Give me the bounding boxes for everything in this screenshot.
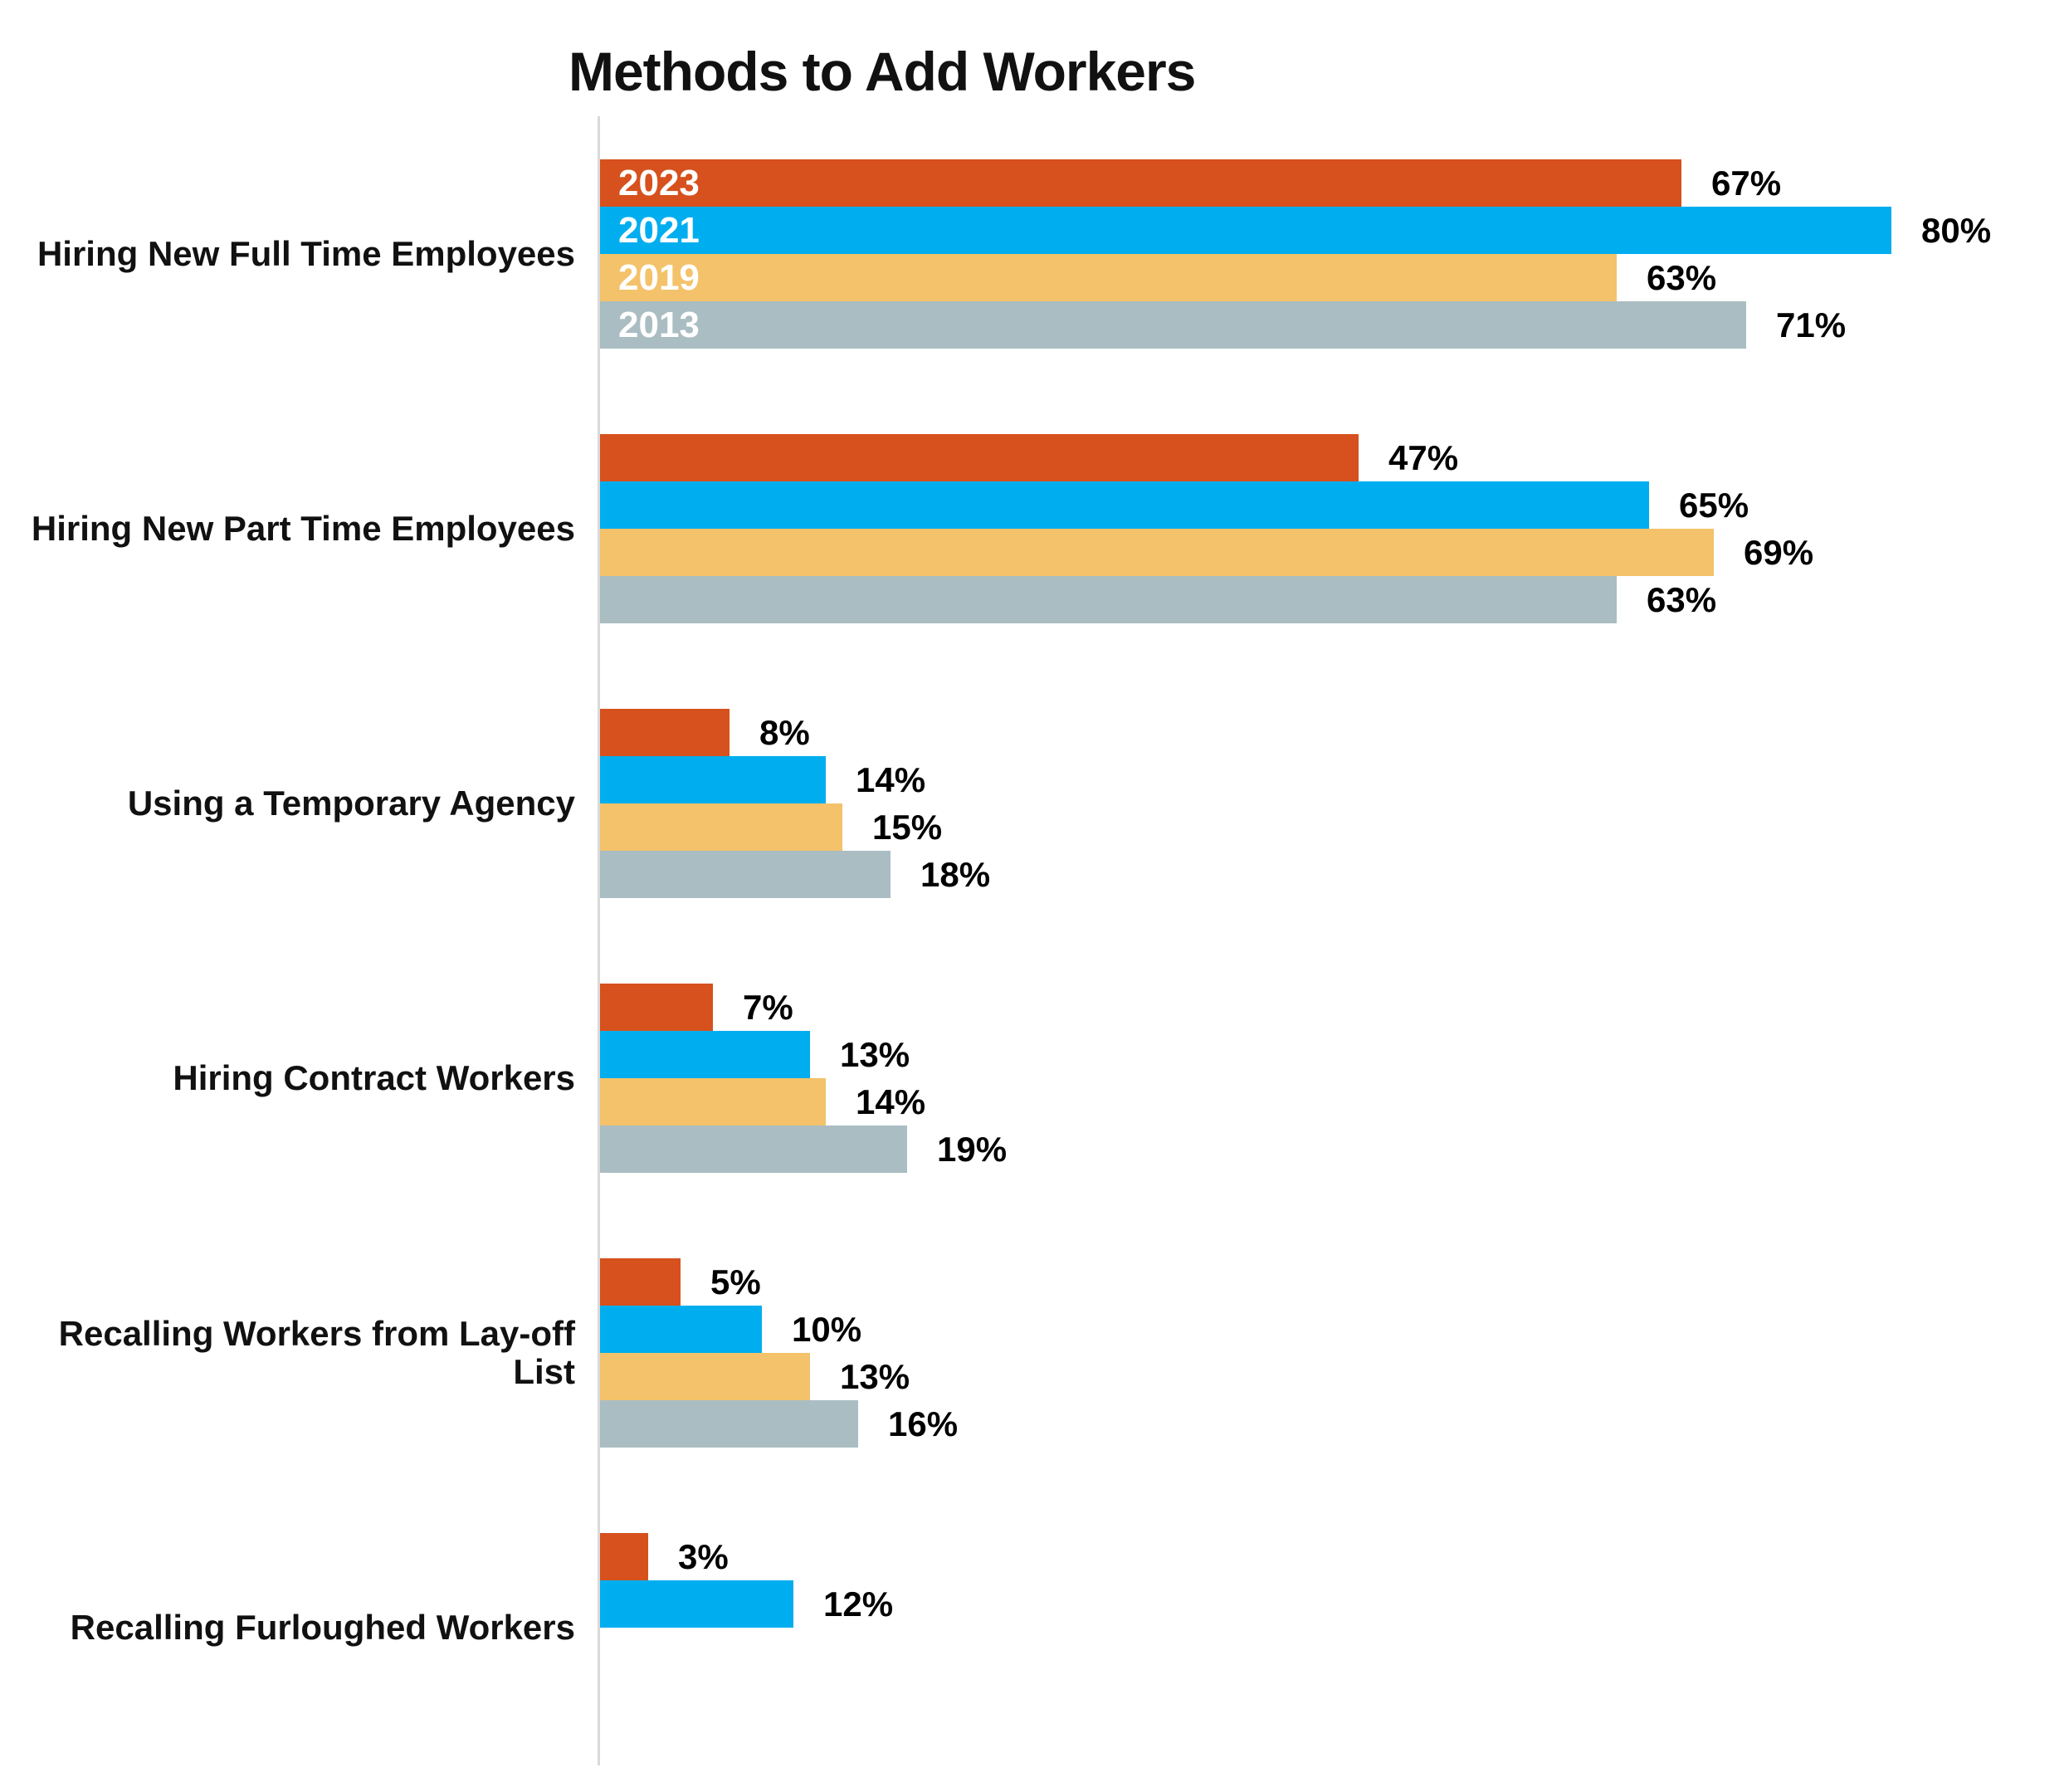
value-label: 71% (1776, 305, 1847, 344)
bar-2023: 2023 (600, 159, 1681, 207)
bar-row: 5% (600, 1258, 2069, 1306)
bar-2023 (600, 709, 730, 756)
bar-row: 8% (600, 709, 2069, 756)
bar-group: 2023 67% 2021 80% 2019 63% 2013 71% (600, 159, 2069, 349)
bar-row: 16% (600, 1400, 2069, 1448)
bar-2023 (600, 1533, 648, 1580)
bar-row: 2023 67% (600, 159, 2069, 207)
category-group: Recalling Furloughed Workers 3% 12% (0, 1533, 2069, 1722)
bar-row: 2013 71% (600, 301, 2069, 349)
category-group: Hiring New Part Time Employees 47% 65% 69% 6… (0, 434, 2069, 623)
value-label: 18% (920, 854, 991, 894)
bar-2019 (600, 529, 1714, 576)
category-group: Using a Temporary Agency 8% 14% 15% 18% (0, 709, 2069, 898)
value-label: 3% (678, 1536, 729, 1576)
series-label-2013: 2013 (618, 304, 700, 345)
bar-group: 7% 13% 14% 19% (600, 984, 2069, 1173)
value-label: 47% (1388, 437, 1459, 477)
category-label: Recalling Workers from Lay-off List (58, 1313, 575, 1391)
value-label: 16% (888, 1404, 959, 1443)
category-group: Recalling Workers from Lay-off List 5% 10%… (0, 1258, 2069, 1448)
bar-2023 (600, 1258, 681, 1306)
value-label: 14% (856, 1082, 926, 1121)
category-label: Recalling Furloughed Workers (70, 1607, 575, 1647)
value-label: 12% (823, 1584, 894, 1624)
value-label: 8% (759, 712, 810, 752)
bar-row (600, 1628, 2069, 1675)
category-label: Hiring Contract Workers (173, 1057, 575, 1097)
bar-2021 (600, 481, 1649, 529)
bar-2021 (600, 1031, 810, 1078)
bar-2013 (600, 576, 1617, 623)
category-label: Hiring New Part Time Employees (31, 508, 575, 548)
bar-2021: 2021 (600, 207, 1891, 254)
value-label: 63% (1647, 579, 1717, 619)
bar-row: 14% (600, 756, 2069, 803)
bar-2021 (600, 756, 826, 803)
value-label: 13% (840, 1356, 910, 1396)
bar-group: 47% 65% 69% 63% (600, 434, 2069, 623)
bar-row: 65% (600, 481, 2069, 529)
value-label: 80% (1921, 210, 1992, 250)
bar-row: 14% (600, 1078, 2069, 1125)
series-label-2019: 2019 (618, 256, 700, 298)
bar-row: 63% (600, 576, 2069, 623)
bar-2021 (600, 1580, 793, 1628)
bar-group: 5% 10% 13% 16% (600, 1258, 2069, 1448)
bar-2023 (600, 984, 713, 1031)
bar-2019 (600, 1078, 826, 1125)
value-label: 13% (840, 1034, 910, 1074)
value-label: 63% (1647, 257, 1717, 297)
bar-row: 18% (600, 851, 2069, 898)
chart-title: Methods to Add Workers (568, 41, 1196, 102)
series-label-2021: 2021 (618, 209, 700, 251)
category-group: Hiring Contract Workers 7% 13% 14% 19% (0, 984, 2069, 1173)
bar-2019: 2019 (600, 254, 1617, 301)
bar-row: 13% (600, 1031, 2069, 1078)
bar-row: 19% (600, 1125, 2069, 1173)
category-group: Hiring New Full Time Employees 2023 67% 202… (0, 159, 2069, 349)
bar-2023 (600, 434, 1359, 481)
value-label: 69% (1744, 532, 1814, 572)
value-label: 10% (792, 1309, 862, 1349)
bar-2013: 2013 (600, 301, 1746, 349)
bar-2019 (600, 1353, 810, 1400)
bar-row: 47% (600, 434, 2069, 481)
bar-row: 3% (600, 1533, 2069, 1580)
bar-row: 2021 80% (600, 207, 2069, 254)
bar-2013 (600, 1125, 907, 1173)
bar-group: 8% 14% 15% 18% (600, 709, 2069, 898)
series-label-2023: 2023 (618, 162, 700, 203)
bar-row: 7% (600, 984, 2069, 1031)
y-axis-line (598, 116, 600, 1765)
bar-2013 (600, 1400, 858, 1448)
plot-groups: Hiring New Full Time Employees 2023 67% 202… (0, 159, 2069, 1792)
bar-2019 (600, 803, 842, 851)
bar-row: 15% (600, 803, 2069, 851)
bar-row: 12% (600, 1580, 2069, 1628)
bar-row: 10% (600, 1306, 2069, 1353)
bar-2021 (600, 1306, 762, 1353)
value-label: 15% (872, 807, 943, 847)
value-label: 14% (856, 759, 926, 799)
category-label: Hiring New Full Time Employees (37, 233, 575, 273)
bar-row: 69% (600, 529, 2069, 576)
bar-group: 3% 12% (600, 1533, 2069, 1722)
bar-row: 13% (600, 1353, 2069, 1400)
bar-2013 (600, 851, 891, 898)
category-label: Using a Temporary Agency (127, 783, 575, 823)
bar-row (600, 1675, 2069, 1722)
value-label: 5% (710, 1262, 761, 1301)
bar-row: 2019 63% (600, 254, 2069, 301)
value-label: 7% (743, 987, 793, 1027)
value-label: 67% (1711, 163, 1782, 203)
value-label: 65% (1679, 485, 1749, 525)
value-label: 19% (937, 1129, 1008, 1169)
